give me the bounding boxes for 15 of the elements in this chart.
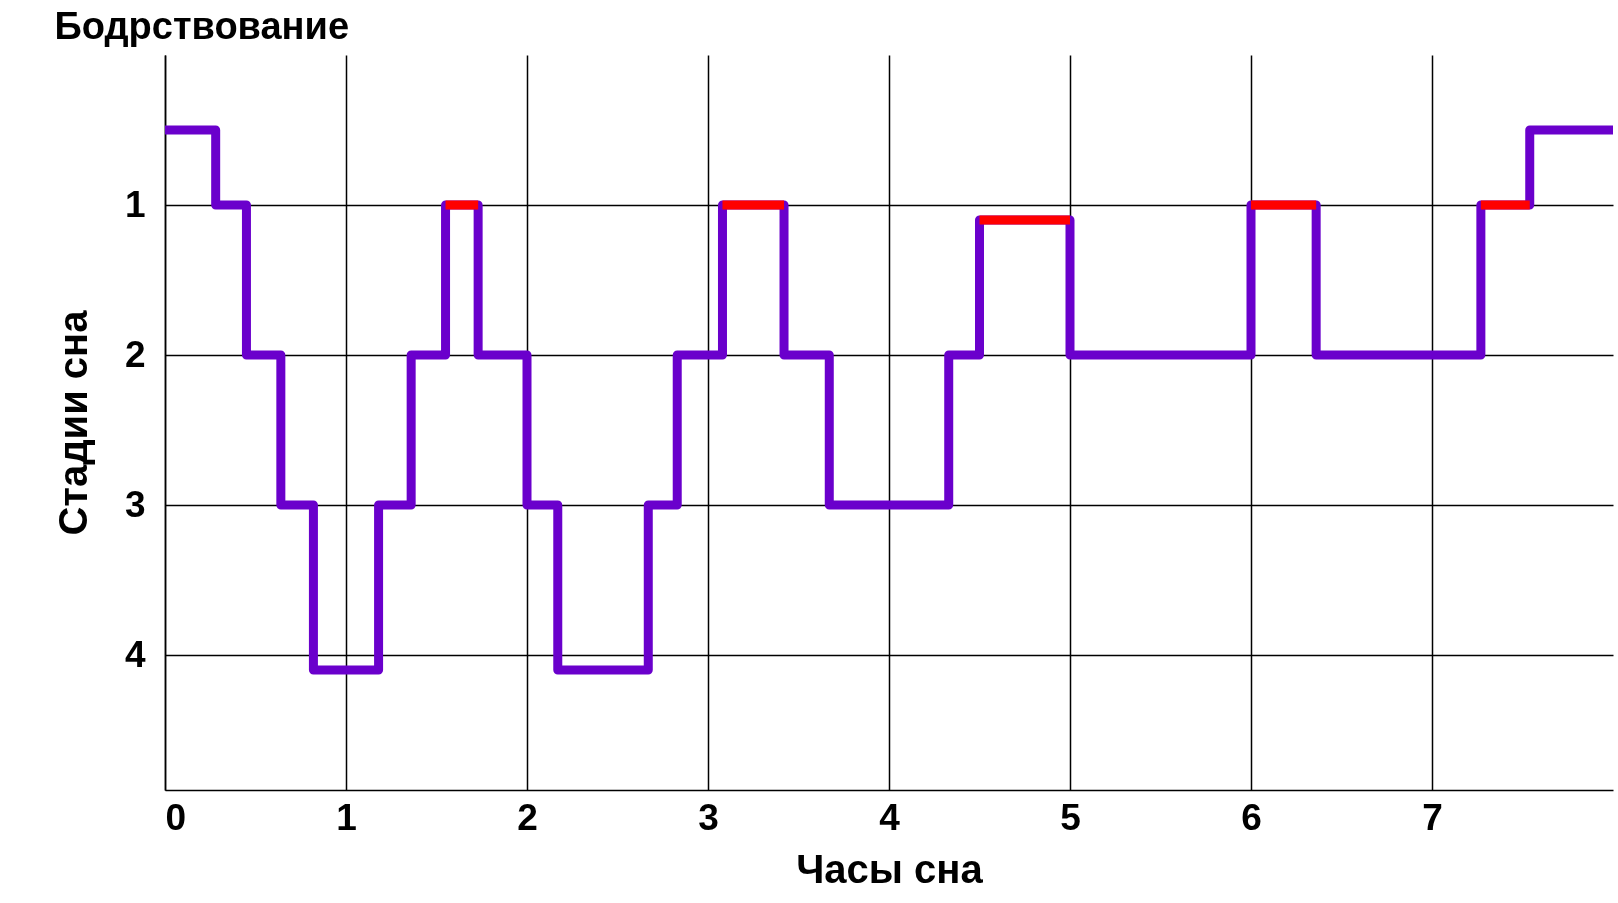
x-tick-label: 6: [1241, 796, 1262, 838]
text: Бодрствование: [54, 5, 350, 47]
x-tick-label: 5: [1060, 796, 1081, 838]
y-tick-label: 4: [124, 633, 146, 675]
y-tick-label: 1: [124, 183, 146, 225]
y-tick-label: 2: [124, 333, 146, 375]
x-tick-label: 4: [879, 796, 901, 838]
x-tick-label: 7: [1422, 796, 1443, 838]
x-axis-title: Часы сна: [796, 846, 984, 891]
x-tick-label: 2: [517, 796, 538, 838]
x-tick-label: 1: [336, 796, 357, 838]
y-axis-title: Стадии сна: [50, 309, 95, 536]
x-tick-label: 0: [165, 796, 187, 838]
x-tick-label: 3: [698, 796, 719, 838]
y-tick-label: 3: [124, 483, 146, 525]
